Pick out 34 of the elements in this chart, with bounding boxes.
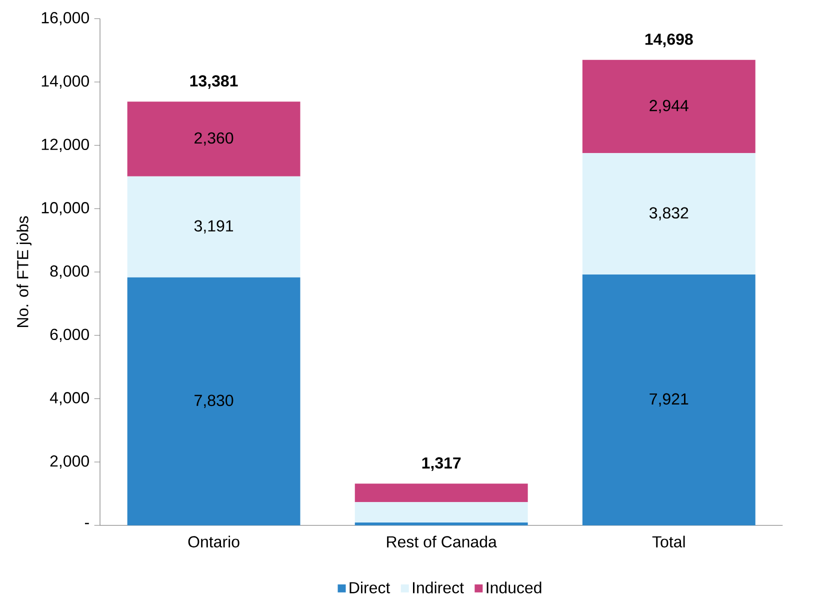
bar (354, 522, 528, 526)
y-tick-label: 6,000 (50, 328, 89, 342)
data-label: 7,921 (650, 393, 688, 407)
y-tick-label: 4,000 (50, 392, 89, 406)
legend-label: Indirect (413, 582, 464, 594)
bar (582, 274, 756, 526)
total-label: 14,698 (645, 34, 693, 48)
y-tick-label: 2,000 (50, 455, 89, 469)
y-tick-label: 12,000 (42, 138, 89, 152)
legend-label: Induced (486, 582, 542, 594)
y-tick-label: - (84, 522, 89, 524)
data-label: 3,832 (649, 207, 688, 220)
x-tick-label: Rest of Canada (387, 536, 497, 548)
bar (354, 502, 528, 522)
total-label: 1,317 (422, 457, 461, 471)
bar (127, 176, 300, 278)
bar (582, 60, 756, 154)
bar (582, 153, 756, 274)
y-axis-title: No. of FTE jobs (16, 216, 32, 327)
data-label: 7,830 (194, 394, 234, 408)
bar (354, 484, 528, 502)
x-tick-label: Total (652, 536, 685, 548)
y-tick-label: 10,000 (42, 202, 89, 216)
y-tick-label: 8,000 (50, 265, 89, 279)
x-tick-label: Ontario (188, 536, 240, 548)
bar (127, 102, 300, 176)
data-label: 2,944 (650, 100, 688, 114)
legend-label: Direct (350, 582, 390, 594)
data-label: 3,191 (194, 220, 234, 234)
total-label: 13,381 (190, 75, 238, 89)
data-label: 2,360 (194, 132, 234, 146)
bar (127, 277, 300, 526)
y-tick-label: 16,000 (42, 12, 89, 26)
y-tick-label: 14,000 (42, 75, 89, 89)
